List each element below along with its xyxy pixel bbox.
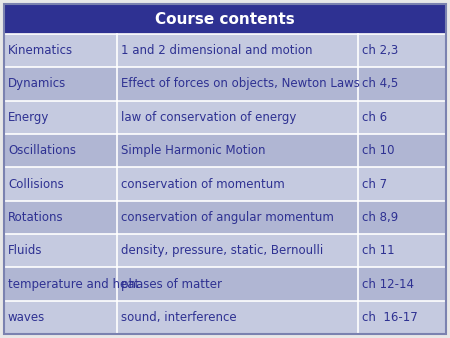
Text: Collisions: Collisions: [8, 177, 64, 191]
Bar: [4, 67, 446, 101]
Bar: [4, 234, 446, 267]
Bar: [4, 4, 446, 34]
Text: Rotations: Rotations: [8, 211, 63, 224]
Text: density, pressure, static, Bernoulli: density, pressure, static, Bernoulli: [121, 244, 323, 257]
Text: law of conservation of energy: law of conservation of energy: [121, 111, 296, 124]
Text: conservation of momentum: conservation of momentum: [121, 177, 284, 191]
Text: Oscillations: Oscillations: [8, 144, 76, 157]
Text: ch 6: ch 6: [362, 111, 387, 124]
Text: 1 and 2 dimensional and motion: 1 and 2 dimensional and motion: [121, 44, 312, 57]
Text: temperature and heat: temperature and heat: [8, 277, 139, 290]
Text: ch  16-17: ch 16-17: [362, 311, 417, 324]
Text: ch 7: ch 7: [362, 177, 387, 191]
Bar: [4, 34, 446, 67]
Text: Simple Harmonic Motion: Simple Harmonic Motion: [121, 144, 265, 157]
Bar: [4, 267, 446, 301]
Bar: [4, 301, 446, 334]
Text: ch 11: ch 11: [362, 244, 394, 257]
Text: ch 2,3: ch 2,3: [362, 44, 398, 57]
Text: Dynamics: Dynamics: [8, 77, 66, 91]
Text: Energy: Energy: [8, 111, 50, 124]
Bar: [4, 167, 446, 201]
Text: Effect of forces on objects, Newton Laws: Effect of forces on objects, Newton Laws: [121, 77, 360, 91]
Text: Kinematics: Kinematics: [8, 44, 73, 57]
Text: Course contents: Course contents: [155, 11, 295, 26]
Text: ch 12-14: ch 12-14: [362, 277, 414, 290]
Text: sound, interference: sound, interference: [121, 311, 236, 324]
Text: Fluids: Fluids: [8, 244, 42, 257]
Text: ch 10: ch 10: [362, 144, 394, 157]
Text: ch 8,9: ch 8,9: [362, 211, 398, 224]
Text: ch 4,5: ch 4,5: [362, 77, 398, 91]
Text: waves: waves: [8, 311, 45, 324]
Bar: [4, 101, 446, 134]
Text: phases of matter: phases of matter: [121, 277, 222, 290]
Bar: [4, 134, 446, 167]
Bar: [4, 201, 446, 234]
Text: conservation of angular momentum: conservation of angular momentum: [121, 211, 333, 224]
